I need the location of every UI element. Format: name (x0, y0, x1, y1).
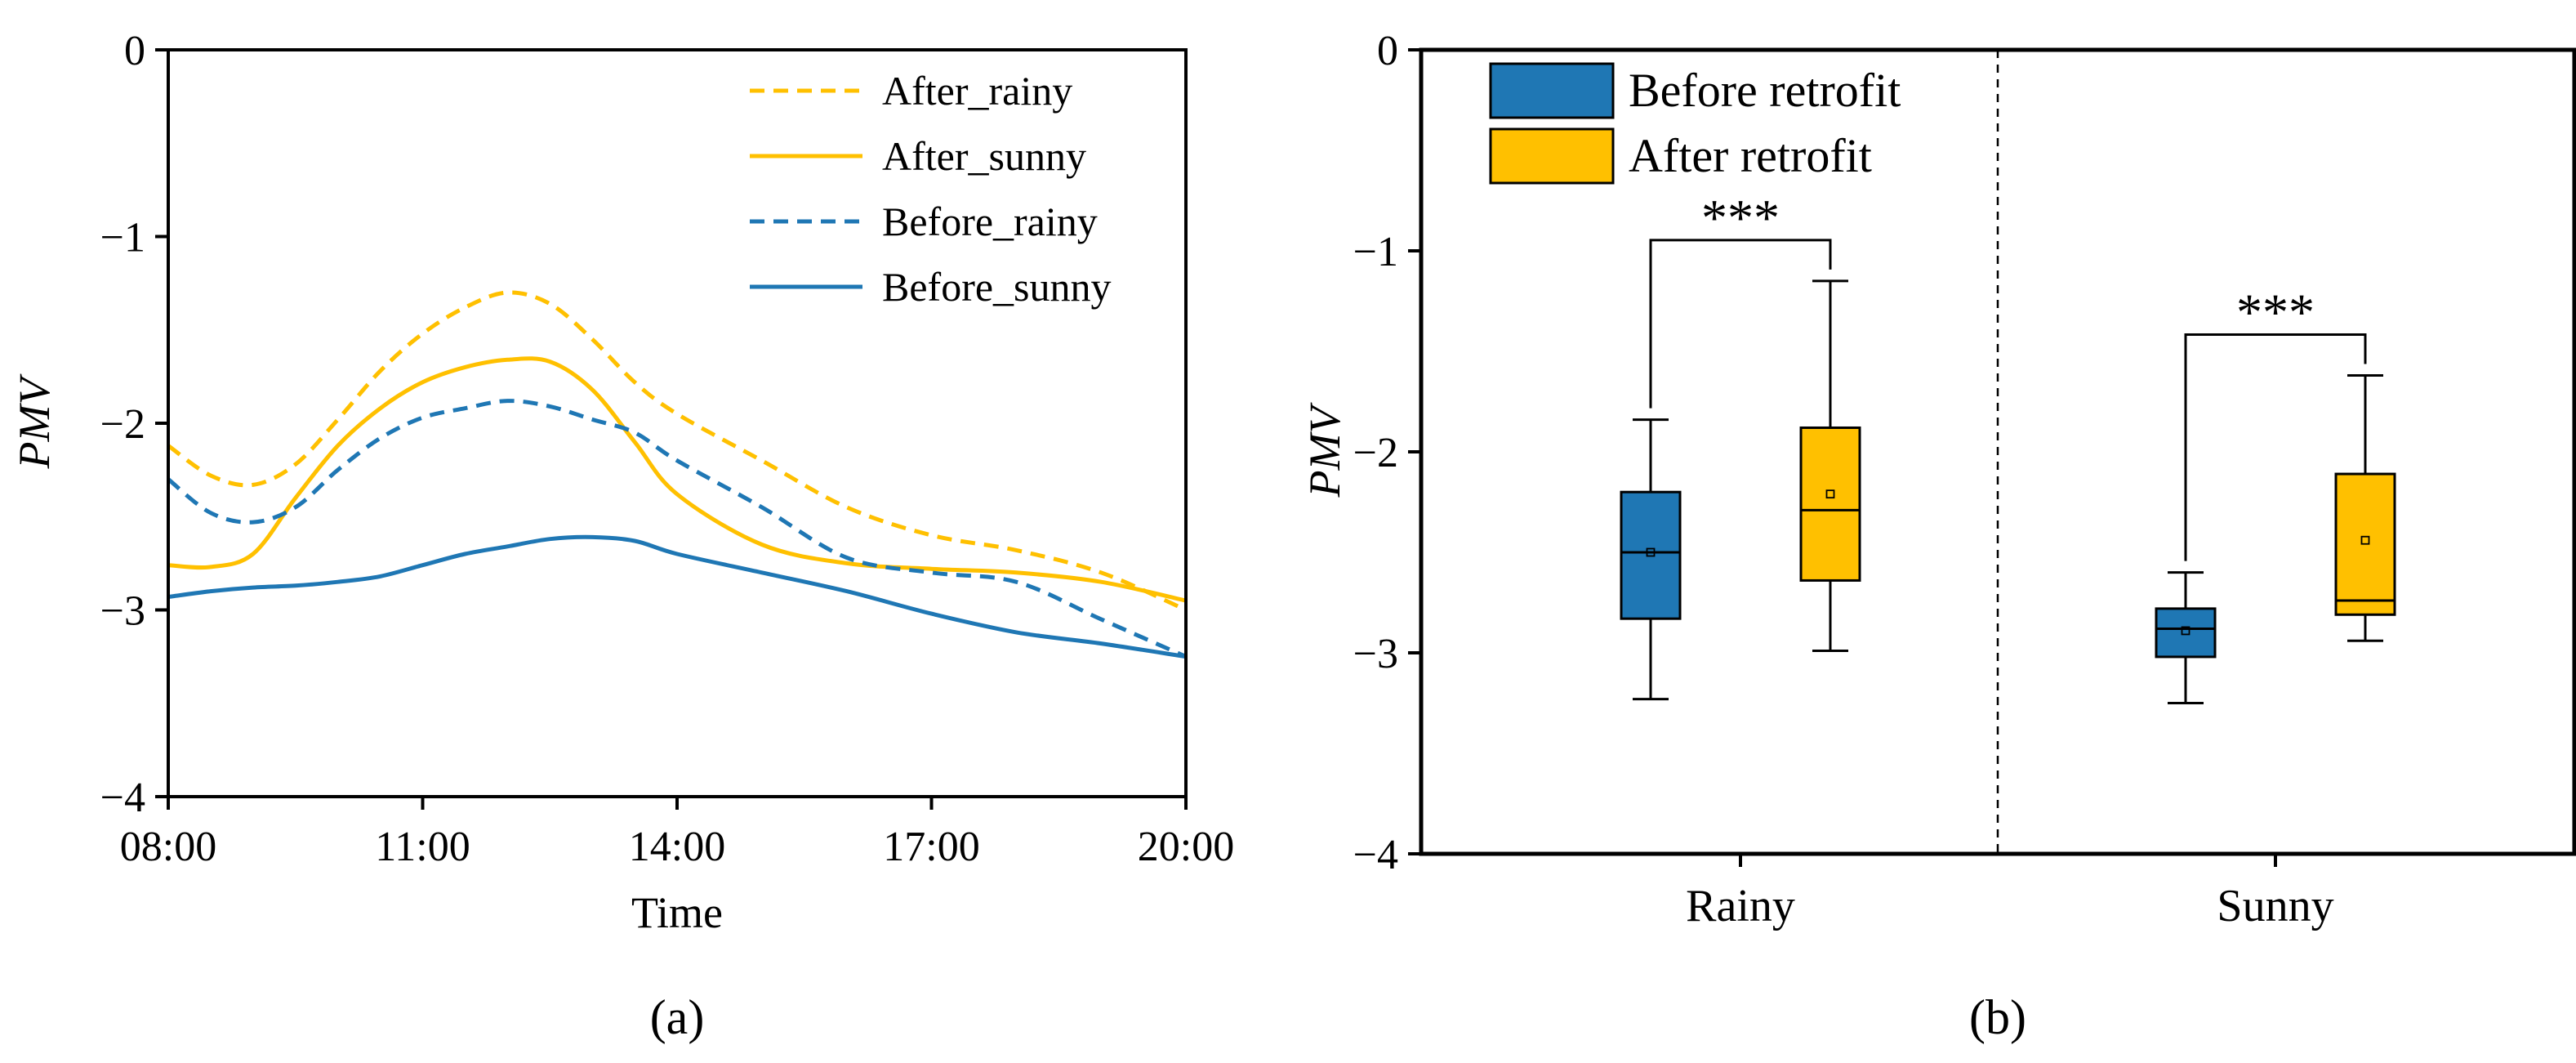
legend-label-after-retrofit: After retrofit (1629, 129, 1872, 182)
series-line-after-rainy (167, 290, 1188, 612)
box-before-retrofit-sunny (2155, 607, 2217, 659)
panel-a-line-chart: 0 −1 −2 −3 −4 08:00 11:00 14:00 17:00 20:00 Time… (10, 28, 1234, 1044)
mean-marker-before-retrofit-rainy (1646, 547, 1656, 557)
panel-a-y-axis-title: PMV (10, 373, 59, 470)
x-category-label-rainy: Rainy (1686, 881, 1795, 931)
x-tick-label: 20:00 (1138, 824, 1234, 870)
panel-b-label: (b) (1969, 990, 2026, 1044)
y-tick-label: −1 (100, 215, 145, 261)
y-tick-label: −2 (1353, 430, 1398, 476)
mean-marker-before-retrofit-sunny (2181, 626, 2190, 636)
panel-a-x-axis-ticks: 08:00 11:00 14:00 17:00 20:00 (120, 797, 1234, 870)
legend-swatch-before-retrofit (1489, 62, 1615, 119)
panel-b-significance-layer: *** *** (1649, 189, 2367, 561)
x-tick-label: 08:00 (120, 824, 216, 870)
panel-a-label: (a) (650, 990, 705, 1044)
y-tick-label: −4 (1353, 832, 1398, 878)
x-category-label-sunny: Sunny (2217, 881, 2333, 931)
series-line-after-sunny (167, 356, 1187, 603)
y-tick-label: −3 (1353, 631, 1398, 677)
panel-b-y-axis-title: PMV (1300, 402, 1349, 498)
y-tick-label: −1 (1353, 229, 1398, 275)
significance-label-rainy: *** (1701, 189, 1780, 247)
series-line-before-sunny (167, 534, 1187, 659)
significance-label-sunny: *** (2236, 284, 2315, 342)
legend-label-before-retrofit: Before retrofit (1629, 64, 1901, 117)
series-line-before-rainy (167, 399, 1188, 659)
panel-b-x-axis-ticks: Rainy Sunny (1686, 854, 2334, 931)
panel-b-box-plot: *** *** 0 −1 −2 −3 −4 Rainy Sunny PMV (b) Befo… (1300, 28, 2576, 1044)
panel-a-x-axis-title: Time (631, 888, 723, 937)
legend-swatch-after-retrofit (1489, 127, 1615, 185)
mean-marker-after-retrofit-sunny (2360, 535, 2370, 545)
legend-label-before-rainy: Before_rainy (882, 199, 1098, 244)
y-tick-label: −3 (100, 588, 145, 635)
panel-b-y-axis-ticks: 0 −1 −2 −3 −4 (1353, 28, 1421, 878)
x-tick-label: 14:00 (629, 824, 725, 870)
y-tick-label: −4 (100, 775, 145, 821)
y-tick-label: 0 (1377, 28, 1398, 74)
box-after-retrofit-rainy (1799, 426, 1861, 582)
significance-bracket-rainy (1649, 239, 1832, 409)
y-tick-label: 0 (124, 28, 145, 74)
x-tick-label: 17:00 (883, 824, 979, 870)
panel-a-y-axis-ticks: 0 −1 −2 −3 −4 (100, 28, 168, 821)
mean-marker-after-retrofit-rainy (1825, 489, 1835, 499)
panel-a-series-layer (167, 290, 1188, 659)
legend-label-after-sunny: After_sunny (882, 133, 1086, 179)
y-tick-label: −2 (100, 401, 145, 448)
legend-label-after-rainy: After_rainy (882, 68, 1072, 114)
x-tick-label: 11:00 (375, 824, 470, 870)
panel-b-legend: Before retrofit After retrofit (1489, 62, 1901, 185)
significance-bracket-sunny (2184, 333, 2367, 561)
panel-b-box-layer (1620, 279, 2396, 704)
panel-a-legend: After_rainy After_sunny Before_rainy Before… (750, 68, 1112, 310)
legend-label-before-sunny: Before_sunny (882, 264, 1112, 310)
